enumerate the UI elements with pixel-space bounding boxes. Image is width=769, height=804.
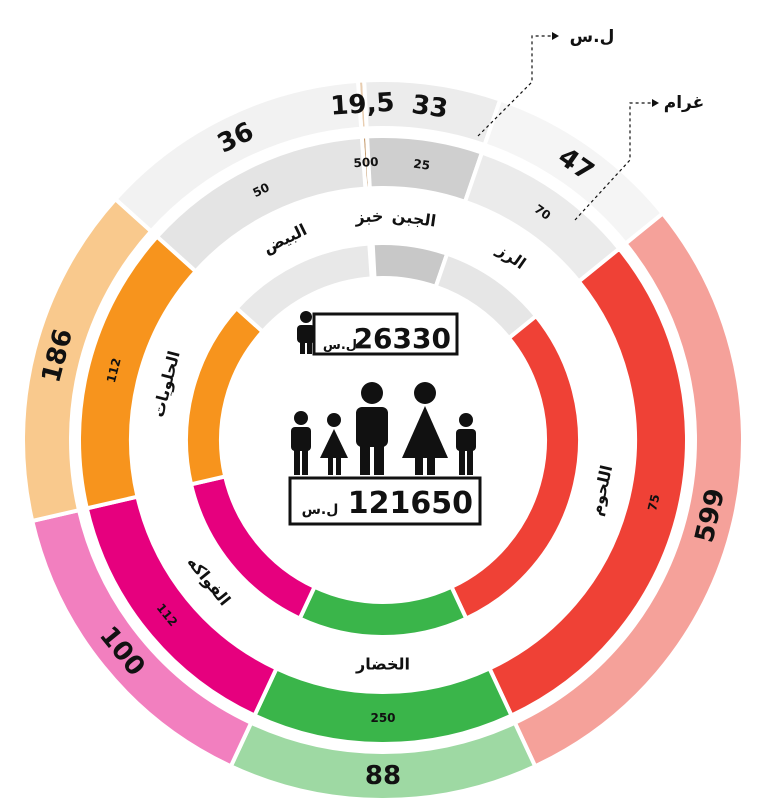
outer-ring-price-label: 19,5 [330,88,396,122]
weight-unit-annotation: غرام [574,93,704,221]
inner-ring-name-label: الخضار [355,655,410,674]
inner-ring-name-label: الحلويات [148,349,183,419]
family-total: 121650 ل.س [288,476,482,526]
price-unit-annotation: ل.س [477,27,615,137]
outer-ring-price-label: 33 [410,90,450,125]
individual-total-value: 26330 [354,322,451,355]
mid-ring-quantity-label: 75 [645,493,662,512]
family-total-value: 121650 [348,486,473,521]
inner-ring-slice [184,305,266,487]
family-total-currency: ل.س [302,502,339,518]
inner-ring-name-label: اللحوم [586,463,616,517]
mid-ring-slice [154,134,368,275]
inner-ring-slice [233,241,374,335]
inner-ring-name-label: الرز [493,239,530,273]
donut-rings [21,78,745,802]
mid-ring-quantity-label: 25 [412,157,430,173]
mid-ring-quantity-label: 500 [353,155,379,171]
individual-total-currency: ل.س [323,338,357,353]
outer-ring-price-label: 88 [365,761,401,791]
person-icon [297,311,315,354]
family-total-box [288,476,482,526]
outer-ring-slice [112,78,364,235]
mid-ring-slice [251,665,515,746]
mid-ring-quantity-label: 50 [251,180,272,200]
individual-total: 26330 ل.س [312,312,459,356]
price-unit-label: ل.س [570,27,615,47]
family-icon [291,382,476,475]
weight-unit-label: غرام [664,93,704,113]
mid-ring-quantity-label: 112 [104,357,124,385]
inner-ring-name-label: الجبن [391,206,437,231]
inner-ring-slice [297,584,469,639]
mid-ring-quantity-label: 250 [370,711,395,725]
inner-ring-name-label: البيض [260,220,310,257]
inner-ring-name-label: خبز [354,206,384,227]
